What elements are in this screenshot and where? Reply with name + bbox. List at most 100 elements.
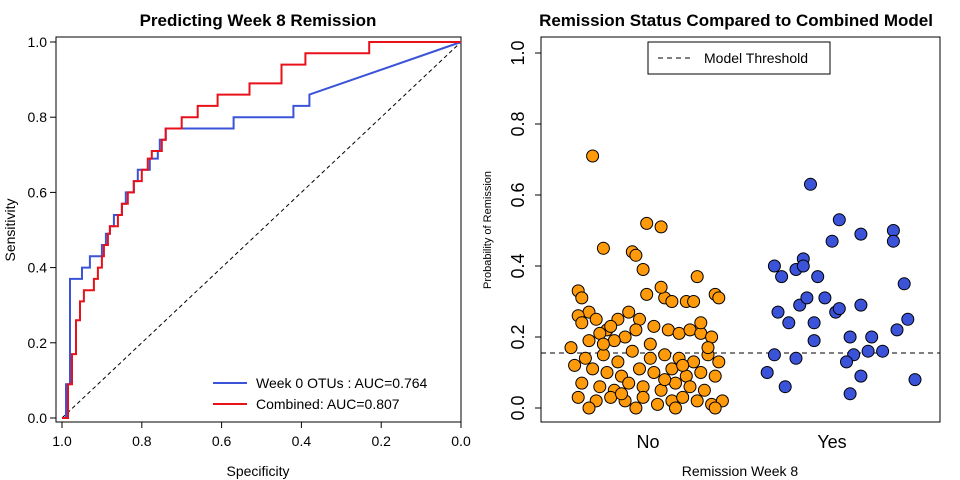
roc-legend-label-combined: Combined: AUC=0.807 [256,396,400,412]
scatter-x-axis-label: Remission Week 8 [682,463,799,479]
scatter-point-no [694,366,708,379]
scatter-point-no [636,263,650,276]
scatter-point-no [625,344,639,358]
scatter-point-yes [796,259,810,273]
scatter-point-no [618,330,632,344]
scatter-point-yes [767,259,781,273]
scatter-point-no [708,401,722,415]
scatter-point-no [615,387,628,401]
scatter-point-yes [843,330,857,344]
roc-x-axis: 1.0 0.8 0.6 0.4 0.2 0.0 [52,421,471,449]
scatter-plot-frame [540,36,941,423]
scatter-category-label-no: No [636,432,659,452]
scatter-point-yes [760,366,774,379]
scatter-point-no [604,319,618,333]
scatter-point-no [683,323,697,337]
scatter-point-no [658,348,672,362]
scatter-point-yes [778,380,792,394]
scatter-chart: Remission Status Compared to Combined Mo… [482,11,941,479]
scatter-point-no [712,291,726,305]
roc-x-tick-label: 1.0 [52,433,72,449]
roc-y-tick-label: 0.4 [28,260,48,276]
scatter-point-no [647,319,661,333]
scatter-point-no [661,323,675,337]
scatter-point-no [701,341,715,355]
roc-line-week0-otus [62,41,462,419]
scatter-point-no [564,341,578,355]
scatter-y-tick-label: 0.6 [508,182,528,207]
scatter-y-axis: 0.0 0.2 0.4 0.6 0.8 1.0 [508,40,542,421]
scatter-point-yes [767,348,781,362]
scatter-point-no [694,316,708,330]
scatter-point-yes [807,334,821,348]
scatter-point-no [658,373,672,387]
roc-chart: Predicting Week 8 Remission 1.0 0.8 0.6 0.4… [2,11,471,479]
scatter-point-no [629,323,643,337]
scatter-point-no [582,401,596,415]
scatter-y-axis-label: Probability of Remission [482,171,494,289]
scatter-point-yes [832,302,846,316]
scatter-legend-label: Model Threshold [704,50,808,66]
scatter-point-no [654,383,668,397]
roc-y-tick-label: 0.6 [28,184,48,200]
scatter-points-group [564,149,922,415]
scatter-point-no [582,334,596,348]
scatter-point-yes [811,270,825,284]
scatter-point-yes [775,270,789,284]
roc-y-tick-label: 0.0 [28,410,48,426]
scatter-point-no [589,312,603,326]
roc-x-tick-label: 0.8 [132,433,152,449]
scatter-point-yes [782,316,796,330]
roc-x-tick-label: 0.6 [212,433,232,449]
scatter-point-no [651,397,664,411]
scatter-point-no [611,355,625,369]
scatter-point-no [654,220,668,234]
scatter-point-yes [818,291,832,305]
roc-y-axis: 0.0 0.2 0.4 0.6 0.8 1.0 [28,34,57,426]
scatter-point-no [697,383,711,397]
scatter-point-no [647,366,661,379]
roc-x-tick-label: 0.0 [451,433,471,449]
scatter-point-no [586,149,600,163]
scatter-y-tick-label: 0.4 [508,253,528,278]
scatter-point-no [575,291,589,305]
scatter-point-yes [840,355,853,369]
roc-y-tick-label: 0.2 [28,335,48,351]
scatter-point-no [683,380,697,394]
scatter-point-no [593,326,607,340]
scatter-point-yes [908,373,922,387]
scatter-point-no [600,366,614,379]
scatter-category-label-yes: Yes [817,432,846,452]
scatter-point-no [607,334,621,348]
scatter-point-no [654,280,668,294]
scatter-x-categories: No Yes [636,432,846,452]
scatter-point-no [640,287,654,301]
roc-legend: Week 0 OTUs : AUC=0.764 Combined: AUC=0.… [213,375,428,412]
scatter-point-no [669,401,682,415]
scatter-point-no [690,394,704,408]
scatter-point-yes [886,234,900,248]
scatter-point-no [622,305,636,319]
roc-reference-line [61,41,462,419]
roc-line-combined [62,41,461,419]
scatter-point-no [568,358,582,372]
scatter-point-yes [800,291,814,305]
scatter-point-no [629,248,643,262]
roc-x-tick-label: 0.2 [371,433,391,449]
scatter-point-yes [890,323,904,337]
scatter-point-yes [876,344,890,358]
scatter-point-yes [771,305,785,319]
scatter-point-no [676,358,690,372]
roc-y-tick-label: 1.0 [28,34,48,50]
roc-x-tick-label: 0.4 [292,433,312,449]
scatter-y-tick-label: 0.8 [508,111,528,136]
scatter-point-no [690,270,704,284]
scatter-y-tick-label: 0.2 [508,324,528,349]
scatter-point-no [687,355,701,369]
scatter-point-yes [854,298,868,312]
scatter-point-yes [832,213,846,227]
roc-plot-frame [55,36,462,423]
scatter-point-no [712,355,726,369]
scatter-point-no [596,337,610,351]
